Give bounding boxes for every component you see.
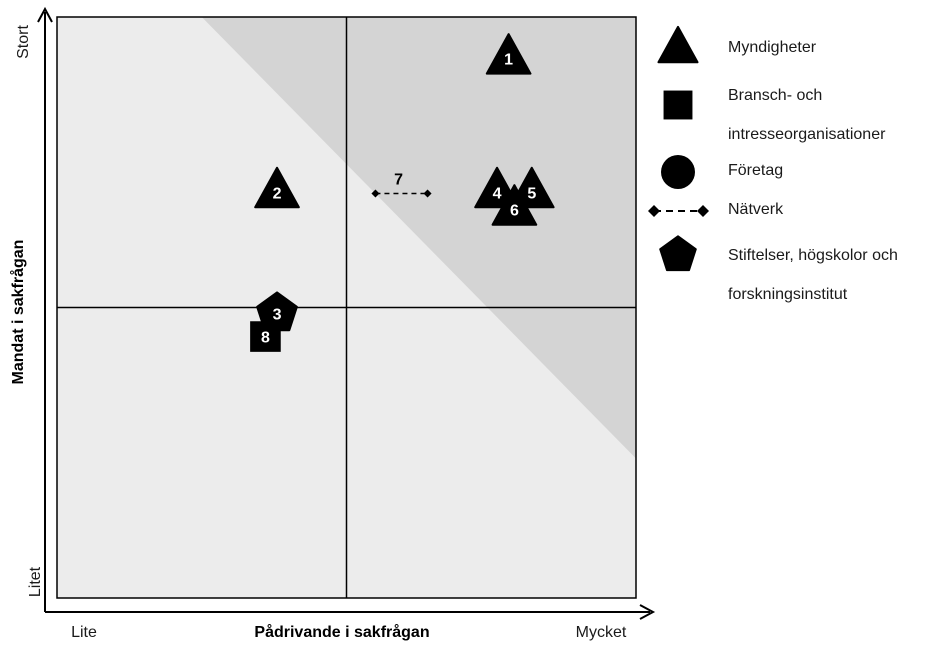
point-label-7: 7 (394, 171, 403, 188)
legend-symbol-natverk-left (648, 205, 660, 217)
point-marker-1 (485, 33, 532, 75)
y-tick-high: Stort (15, 25, 32, 59)
point-label-5: 5 (527, 185, 536, 202)
point-label-6: 6 (510, 203, 519, 220)
legend-symbol-pentagon (659, 235, 697, 272)
point-marker-8 (250, 321, 281, 352)
data-point-1: 1 (485, 33, 532, 75)
legend-label-stiftelser-line2: forskningsinstitut (728, 286, 848, 303)
y-axis-title: Mandat i sakfrågan (9, 240, 27, 385)
shaded-region (201, 17, 636, 459)
point-label-4: 4 (493, 185, 502, 202)
x-axis-title: Pådrivande i sakfrågan (254, 623, 429, 641)
data-point-2: 2 (254, 166, 300, 209)
legend-label-stiftelser: Stiftelser, högskolor och (728, 247, 898, 264)
point-label-1: 1 (504, 52, 513, 69)
point-label-2: 2 (273, 185, 282, 202)
data-point-7: 7 (371, 171, 432, 198)
x-tick-low: Lite (71, 624, 97, 641)
legend-symbol-natverk-right (697, 205, 709, 217)
point-label-8: 8 (261, 330, 270, 347)
data-point-8: 8 (250, 321, 281, 352)
point-marker-2 (254, 166, 300, 209)
legend-label-bransch-line2: intresseorganisationer (728, 126, 886, 143)
legend-label-bransch: Bransch- och (728, 87, 823, 104)
y-axis-arrowhead (37, 6, 53, 23)
legend-symbol-square (663, 90, 693, 120)
legend-label-foretag: Företag (728, 162, 784, 179)
legend-label-myndigheter: Myndigheter (728, 39, 817, 56)
network-end-7-0 (371, 189, 380, 198)
legend-label-natverk: Nätverk (728, 201, 784, 218)
data-point-6: 6 (491, 184, 538, 226)
y-tick-low: Litet (27, 566, 44, 597)
legend-symbol-circle (661, 155, 695, 189)
legend-symbol-triangle (657, 25, 699, 64)
point-label-3: 3 (273, 306, 282, 323)
point-marker-6 (491, 184, 538, 226)
x-axis-arrowhead (639, 604, 656, 620)
x-tick-high: Mycket (576, 624, 627, 641)
network-end-7-1 (423, 189, 432, 198)
